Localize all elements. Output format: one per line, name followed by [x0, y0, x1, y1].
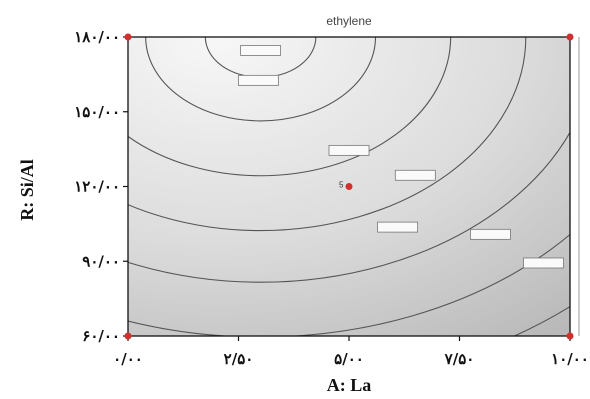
chart-title: ethylene — [326, 14, 372, 28]
center-point — [345, 183, 353, 190]
y-tick-label-1: ۹۰/۰۰ — [82, 252, 120, 270]
x-tick-label-0: ۰/۰۰ — [113, 350, 143, 368]
y-axis: ۶۰/۰۰ ۹۰/۰۰ ۱۲۰/۰۰ ۱۵۰/۰۰ ۱۸۰/۰۰ — [74, 28, 128, 345]
contour-line-4 — [128, 37, 527, 232]
y-axis-title: R: Si/Al — [17, 159, 37, 221]
contour-label-2 — [237, 74, 279, 86]
y-tick-label-3: ۱۵۰/۰۰ — [74, 103, 120, 121]
x-tick-label-1: ۲/۵۰ — [224, 350, 254, 368]
center-point-label: 5 — [339, 181, 344, 190]
y-tick-label-2: ۱۲۰/۰۰ — [74, 178, 120, 196]
contour-label-4 — [394, 169, 436, 181]
contour-line-2 — [145, 37, 377, 122]
x-axis-title: A: La — [327, 375, 372, 395]
contour-label-7 — [523, 257, 564, 269]
design-point-3 — [566, 332, 574, 340]
contour-labels — [237, 45, 564, 269]
contour-label-5 — [377, 221, 419, 233]
x-axis: ۰/۰۰ ۲/۵۰ ۵/۰۰ ۷/۵۰ ۱۰/۰۰ — [113, 336, 589, 368]
x-tick-label-4: ۱۰/۰۰ — [551, 350, 589, 368]
contour-label-1 — [240, 45, 282, 56]
contour-label-6 — [470, 228, 511, 240]
design-point-1 — [124, 332, 132, 340]
design-point-4 — [566, 33, 574, 41]
contour-label-3 — [328, 144, 370, 156]
y-tick-label-4: ۱۸۰/۰۰ — [74, 28, 120, 46]
design-points: 5 — [124, 33, 574, 340]
design-point-2 — [124, 33, 132, 41]
y-tick-label-0: ۶۰/۰۰ — [82, 327, 120, 345]
contour-line-5 — [128, 131, 570, 283]
x-tick-label-3: ۷/۵۰ — [444, 350, 475, 368]
contour-line-3 — [128, 37, 452, 177]
x-tick-label-2: ۵/۰۰ — [334, 350, 364, 368]
